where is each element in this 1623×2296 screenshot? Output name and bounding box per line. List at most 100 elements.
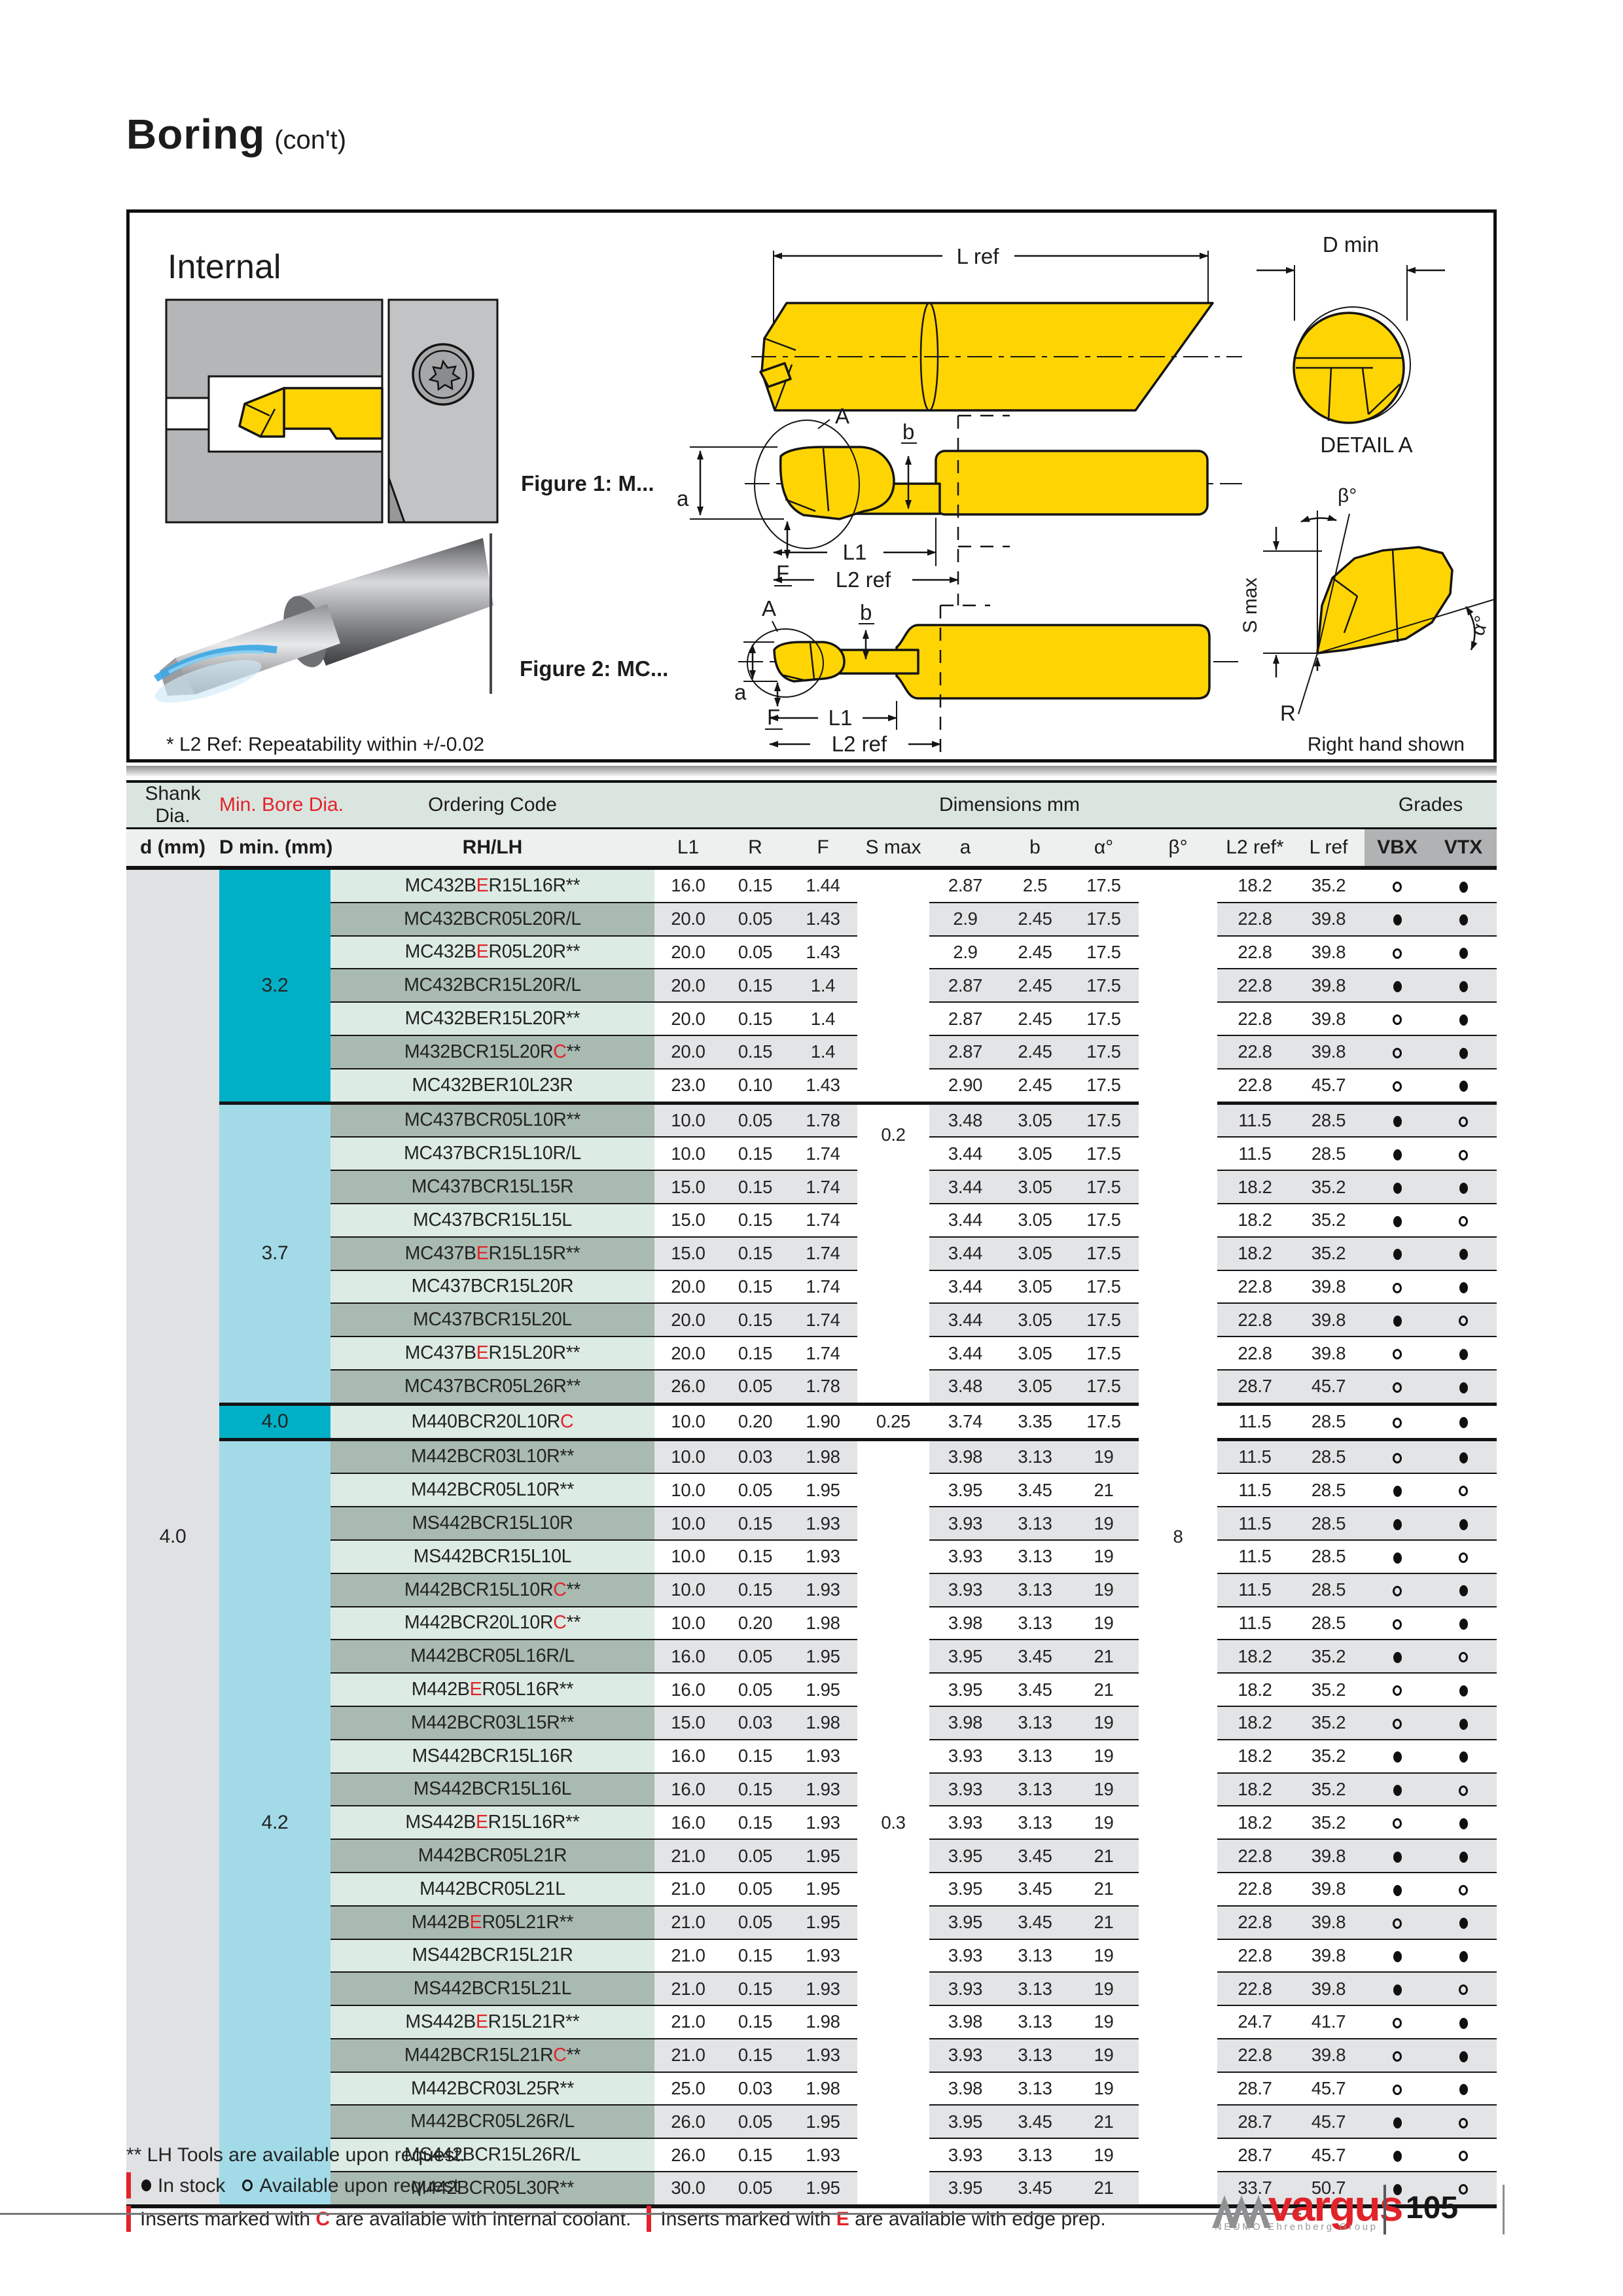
ordering-code-cell: MC437BER15L15R** — [330, 1236, 654, 1271]
dim-cell: 22.8 — [1217, 1972, 1293, 2007]
dim-cell: 20.0 — [654, 1035, 722, 1069]
dim-cell: 10.0 — [654, 1404, 722, 1441]
b-label-1: b — [902, 420, 914, 444]
d-min-view: D min — [1257, 232, 1445, 424]
ordering-code-cell: M442BCR20L10RC** — [330, 1606, 654, 1641]
on-request-dot — [1393, 948, 1402, 959]
dim-cell: 1.95 — [789, 2172, 857, 2208]
header-d-mm: d (mm) — [126, 828, 219, 870]
grade-dot-cell — [1430, 2172, 1497, 2208]
grade-dot-cell — [1364, 1137, 1431, 1172]
dim-cell: 3.13 — [1001, 1539, 1069, 1574]
ordering-code-cell: MS442BCR15L26R/L — [330, 2138, 654, 2173]
ordering-code-cell: M442BCR03L10R** — [330, 1439, 654, 1475]
ordering-code-cell: MC437BCR15L20R — [330, 1270, 654, 1304]
dim-cell: 18.2 — [1217, 868, 1293, 903]
dim-cell: 39.8 — [1293, 969, 1365, 1003]
table-row: M432BCR15L20RC** 20.0 0.15 1.4 2.87 2.45 17.5 2… — [126, 1035, 1497, 1069]
in-stock-dot — [1393, 1485, 1402, 1497]
dim-cell: 0.15 — [722, 1972, 789, 2007]
dim-cell: 1.74 — [789, 1236, 857, 1271]
grade-dot-cell — [1364, 1103, 1431, 1138]
detail-a-label: DETAIL A — [1320, 433, 1412, 457]
in-stock-dot — [1459, 1518, 1468, 1530]
in-stock-dot — [1459, 1951, 1468, 1963]
dim-cell: 2.45 — [1001, 1002, 1069, 1036]
dim-cell: 3.95 — [929, 1473, 1001, 1508]
grade-dot-cell — [1430, 1035, 1497, 1069]
dim-cell: 17.5 — [1069, 1369, 1139, 1406]
dim-cell: 41.7 — [1293, 2005, 1365, 2039]
dim-cell: 19 — [1069, 1507, 1139, 1541]
dim-cell: 0.03 — [722, 1706, 789, 1740]
page-number: 105 — [1406, 2191, 1459, 2225]
dim-cell: 28.5 — [1293, 1439, 1365, 1475]
in-stock-dot — [1393, 1651, 1402, 1663]
header-min-bore-dia: Min. Bore Dia. — [219, 780, 344, 829]
dim-cell: 2.9 — [929, 935, 1001, 970]
on-request-dot — [1393, 2018, 1402, 2029]
figure-1-label: Figure 1: M... — [521, 471, 654, 495]
header-col-smax: S max — [857, 828, 929, 870]
dim-cell: 0.15 — [722, 1772, 789, 1807]
dim-cell: 18.2 — [1217, 1673, 1293, 1707]
dim-cell: 0.15 — [722, 2038, 789, 2073]
dim-cell: 3.13 — [1001, 1806, 1069, 1840]
dim-cell: 1.98 — [789, 1606, 857, 1641]
footnotes: ** LH Tools are available upon request. … — [126, 2144, 1106, 2240]
dim-cell: 10.0 — [654, 1573, 722, 1607]
grade-dot-cell — [1430, 2138, 1497, 2173]
dim-cell: 24.7 — [1217, 2005, 1293, 2039]
table-row: MC437BCR15L20R 20.0 0.15 1.74 3.44 3.05 17.5 22… — [126, 1270, 1497, 1304]
grade-dot-cell — [1364, 1673, 1431, 1707]
grade-dot-cell — [1430, 2105, 1497, 2140]
l2-ref-footnote: * L2 Ref: Repeatability within +/-0.02 — [166, 734, 484, 755]
dim-cell: 35.2 — [1293, 1739, 1365, 1774]
in-stock-dot — [1459, 914, 1468, 926]
dim-cell: 28.5 — [1293, 1539, 1365, 1574]
dim-cell: 1.74 — [789, 1170, 857, 1204]
dim-cell: 45.7 — [1293, 2105, 1365, 2140]
dim-cell: 19 — [1069, 1939, 1139, 1973]
dim-cell: 3.05 — [1001, 1236, 1069, 1271]
dim-cell: 1.74 — [789, 1137, 857, 1172]
dim-cell: 16.0 — [654, 1739, 722, 1774]
dim-cell: 11.5 — [1217, 1439, 1293, 1475]
dim-cell: 3.95 — [929, 1839, 1001, 1873]
on-request-dot — [1393, 1585, 1402, 1596]
in-stock-dot — [1459, 1081, 1468, 1092]
in-stock-dot — [1459, 1452, 1468, 1464]
dim-cell: 39.8 — [1293, 1303, 1365, 1338]
dim-cell: 22.8 — [1217, 935, 1293, 970]
dim-cell: 3.05 — [1001, 1336, 1069, 1371]
ordering-code-cell: MC437BCR15L15R — [330, 1170, 654, 1204]
dim-cell: 1.43 — [789, 1068, 857, 1105]
table-row: MC437BER15L20R** 20.0 0.15 1.74 3.44 3.05 17.5… — [126, 1336, 1497, 1371]
grade-dot-cell — [1430, 2005, 1497, 2039]
dim-cell: 17.5 — [1069, 1236, 1139, 1271]
dim-cell: 28.5 — [1293, 1606, 1365, 1641]
dim-cell: 17.5 — [1069, 1303, 1139, 1338]
on-request-dot — [1393, 2051, 1402, 2062]
dim-cell: 0.05 — [722, 2105, 789, 2140]
in-stock-dot — [1459, 981, 1468, 993]
dim-cell: 35.2 — [1293, 1772, 1365, 1807]
in-stock-dot — [1393, 1182, 1402, 1194]
dim-cell: 17.5 — [1069, 1002, 1139, 1036]
on-request-dot — [1459, 1785, 1469, 1796]
dim-cell: 19 — [1069, 1539, 1139, 1574]
dim-cell: 2.45 — [1001, 902, 1069, 937]
ordering-code-cell: MS442BER15L21R** — [330, 2005, 654, 2039]
on-request-dot — [1459, 1984, 1469, 1996]
grade-dot-cell — [1364, 1002, 1431, 1036]
vargus-subtext: NEUMO Ehrenberg Group — [1215, 2221, 1378, 2233]
in-stock-dot — [1393, 1116, 1402, 1128]
dim-cell: 15.0 — [654, 1170, 722, 1204]
dim-cell: 35.2 — [1293, 1706, 1365, 1740]
table-row: M442BCR05L21L 21.0 0.05 1.95 3.95 3.45 21 22.8 3… — [126, 1872, 1497, 1907]
dim-cell: 28.7 — [1217, 2072, 1293, 2106]
dim-cell: 19 — [1069, 1439, 1139, 1475]
table-row: MS442BCR15L21L 21.0 0.15 1.93 3.93 3.13 19 22.8… — [126, 1972, 1497, 2007]
a-label-2: a — [734, 680, 747, 704]
dim-cell: 3.98 — [929, 1706, 1001, 1740]
